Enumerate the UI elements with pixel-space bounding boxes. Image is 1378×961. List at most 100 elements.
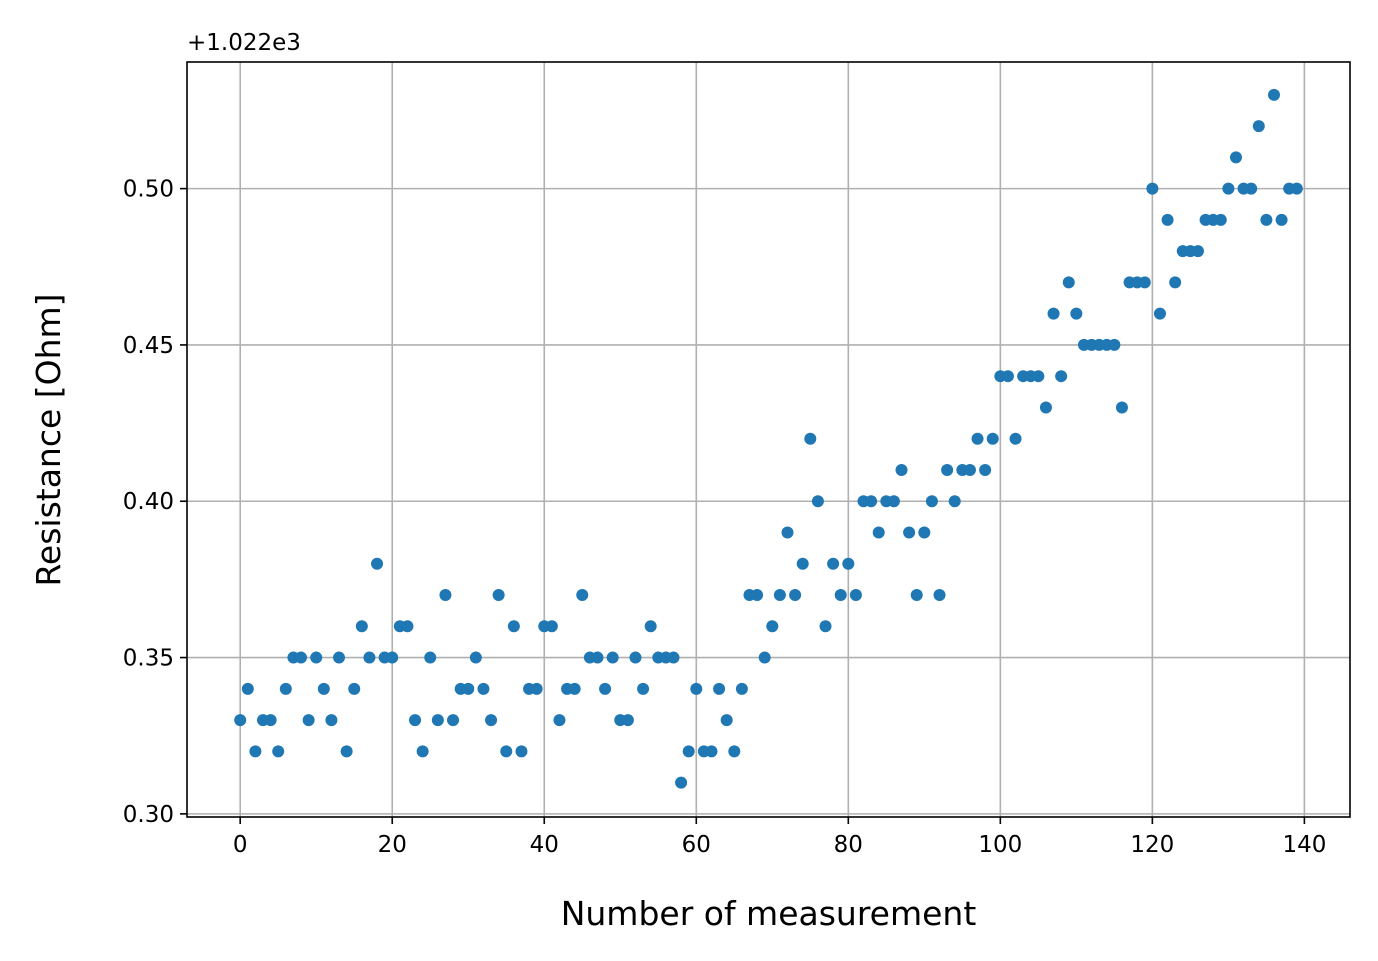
data-point	[317, 682, 330, 695]
x-tick-label: 20	[378, 832, 407, 858]
y-tick-label: 0.45	[123, 333, 174, 359]
y-tick-label: 0.40	[123, 489, 174, 515]
data-point	[1245, 182, 1258, 195]
data-point	[1009, 432, 1022, 445]
data-point	[424, 651, 437, 664]
data-point	[910, 589, 923, 602]
x-tick-label: 100	[978, 832, 1022, 858]
x-tick-label: 0	[233, 832, 248, 858]
data-point	[728, 745, 741, 758]
data-point	[849, 589, 862, 602]
data-point	[1001, 370, 1014, 383]
data-point	[348, 682, 361, 695]
y-tick-label: 0.50	[123, 177, 174, 203]
data-point	[234, 714, 247, 727]
data-point	[1267, 88, 1280, 101]
data-point	[1146, 182, 1159, 195]
data-point	[416, 745, 429, 758]
data-point	[1039, 401, 1052, 414]
data-point	[948, 495, 961, 508]
plot-area	[187, 62, 1350, 817]
data-point	[1047, 307, 1060, 320]
data-point	[1161, 213, 1174, 226]
data-point	[1153, 307, 1166, 320]
data-point	[781, 526, 794, 539]
data-point	[355, 620, 368, 633]
data-point	[1290, 182, 1303, 195]
data-point	[789, 589, 802, 602]
data-point	[796, 557, 809, 570]
data-point	[1115, 401, 1128, 414]
y-axis-ticks: 0.30 0.35 0.40 0.45 0.50	[123, 177, 187, 828]
data-point	[439, 589, 452, 602]
data-point	[667, 651, 680, 664]
x-tick-label: 40	[530, 832, 559, 858]
data-point	[986, 432, 999, 445]
data-point	[279, 682, 292, 695]
data-point	[1138, 276, 1151, 289]
data-point	[447, 714, 460, 727]
data-point	[1222, 182, 1235, 195]
data-point	[545, 620, 558, 633]
x-tick-label: 80	[834, 832, 863, 858]
data-point	[386, 651, 399, 664]
data-point	[925, 495, 938, 508]
data-point	[766, 620, 779, 633]
data-point	[834, 589, 847, 602]
data-point	[431, 714, 444, 727]
data-point	[1191, 245, 1204, 258]
data-point	[333, 651, 346, 664]
data-points	[234, 88, 1303, 789]
data-point	[918, 526, 931, 539]
data-point	[1032, 370, 1045, 383]
data-point	[310, 651, 323, 664]
data-point	[705, 745, 718, 758]
data-point	[804, 432, 817, 445]
data-point	[682, 745, 695, 758]
data-point	[637, 682, 650, 695]
y-offset-label: +1.022e3	[187, 30, 301, 56]
data-point	[606, 651, 619, 664]
data-point	[401, 620, 414, 633]
x-tick-label: 140	[1282, 832, 1326, 858]
data-point	[409, 714, 422, 727]
data-point	[971, 432, 984, 445]
data-point	[675, 776, 688, 789]
data-point	[720, 714, 733, 727]
data-point	[325, 714, 338, 727]
data-point	[302, 714, 315, 727]
data-point	[264, 714, 277, 727]
data-point	[887, 495, 900, 508]
y-tick-label: 0.30	[123, 802, 174, 828]
data-point	[1055, 370, 1068, 383]
data-point	[272, 745, 285, 758]
data-point	[249, 745, 262, 758]
y-axis-label: Resistance [Ohm]	[29, 293, 68, 586]
data-point	[1260, 213, 1273, 226]
data-point	[963, 463, 976, 476]
data-point	[1070, 307, 1083, 320]
data-point	[773, 589, 786, 602]
data-point	[811, 495, 824, 508]
data-point	[241, 682, 254, 695]
data-point	[941, 463, 954, 476]
data-point	[842, 557, 855, 570]
data-point	[903, 526, 916, 539]
data-point	[1169, 276, 1182, 289]
data-point	[758, 651, 771, 664]
data-point	[492, 589, 505, 602]
data-point	[462, 682, 475, 695]
data-point	[363, 651, 376, 664]
data-point	[933, 589, 946, 602]
data-point	[1108, 338, 1121, 351]
data-point	[895, 463, 908, 476]
data-point	[751, 589, 764, 602]
x-tick-label: 120	[1130, 832, 1174, 858]
x-axis-label: Number of measurement	[561, 894, 977, 933]
data-point	[485, 714, 498, 727]
data-point	[979, 463, 992, 476]
data-point	[1062, 276, 1075, 289]
data-point	[827, 557, 840, 570]
data-point	[599, 682, 612, 695]
